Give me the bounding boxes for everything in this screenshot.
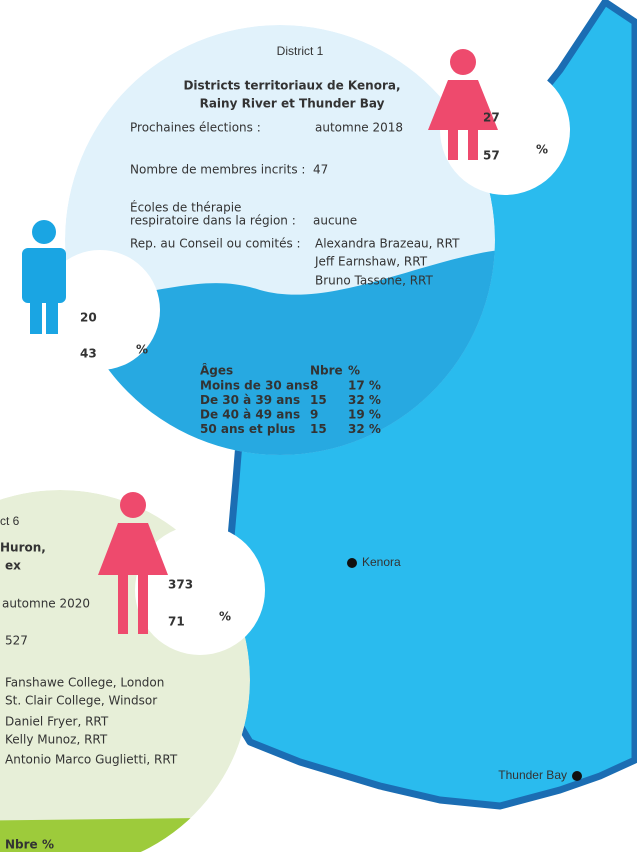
female-count: 27 [483,111,500,125]
school-name: Fanshawe College, London [5,676,164,690]
table-cell: De 40 à 49 ans [200,408,300,422]
male-count: 20 [80,311,97,325]
table-header: Nbre [310,364,343,378]
table-header: % [42,838,54,852]
subtitle: Huron, [0,541,46,555]
table-cell: 17 % [348,379,381,393]
rep-name: Bruno Tassone, RRT [315,274,433,288]
table-cell: 8 [310,379,318,393]
district-title: District 1 [277,44,324,58]
percent-unit: % [536,143,548,157]
field-label: Prochaines élections : [130,121,261,135]
table-header: Âges [200,363,233,378]
female-badge [135,525,265,655]
percent-unit: % [136,343,148,357]
field-value: automne 2018 [315,121,403,135]
rep-name: Antonio Marco Guglietti, RRT [5,753,178,767]
table-cell: 9 [310,408,318,422]
table-cell: 15 [310,422,327,436]
table-cell: 19 % [348,408,381,422]
female-percent: 71 [168,615,185,629]
field-value: 47 [313,163,328,177]
field-label: Nombre de membres incrits : [130,163,305,177]
female-count: 373 [168,578,193,592]
field-value: automne 2020 [2,597,90,611]
table-cell: De 30 à 39 ans [200,393,300,407]
male-icon [22,220,66,334]
table-header: Nbre [5,838,38,852]
subtitle: ex [5,559,21,573]
female-percent: 57 [483,149,500,163]
field-value: aucune [313,214,357,228]
female-icon [428,49,498,160]
district-title: ct 6 [0,514,20,528]
percent-unit: % [219,610,231,624]
rep-name: Alexandra Brazeau, RRT [315,237,460,251]
table-cell: 32 % [348,422,381,436]
rep-name: Daniel Fryer, RRT [5,715,109,729]
table-cell: 50 ans et plus [200,422,295,436]
district1-circle [65,25,495,455]
table-cell: Moins de 30 ans [200,379,310,393]
subtitle: Districts territoriaux de Kenora, [183,79,400,93]
table-cell: 32 % [348,393,381,407]
field-label: Rep. au Conseil ou comités : [130,237,301,251]
city-label: Kenora [362,555,401,569]
rep-name: Kelly Munoz, RRT [5,733,108,747]
field-label: Écoles de thérapie [130,200,241,215]
male-percent: 43 [80,347,97,361]
female-icon [98,492,168,634]
field-value: 527 [5,634,28,648]
male-badge [40,250,160,370]
city-dot [572,771,582,781]
subtitle: Rainy River et Thunder Bay [200,97,385,111]
city-label: Thunder Bay [498,768,567,782]
field-label: respiratoire dans la région : [130,214,296,228]
rep-name: Jeff Earnshaw, RRT [314,255,428,269]
table-header: % [348,364,360,378]
table-cell: 15 [310,393,327,407]
city-dot [347,558,357,568]
school-name: St. Clair College, Windsor [5,694,157,708]
